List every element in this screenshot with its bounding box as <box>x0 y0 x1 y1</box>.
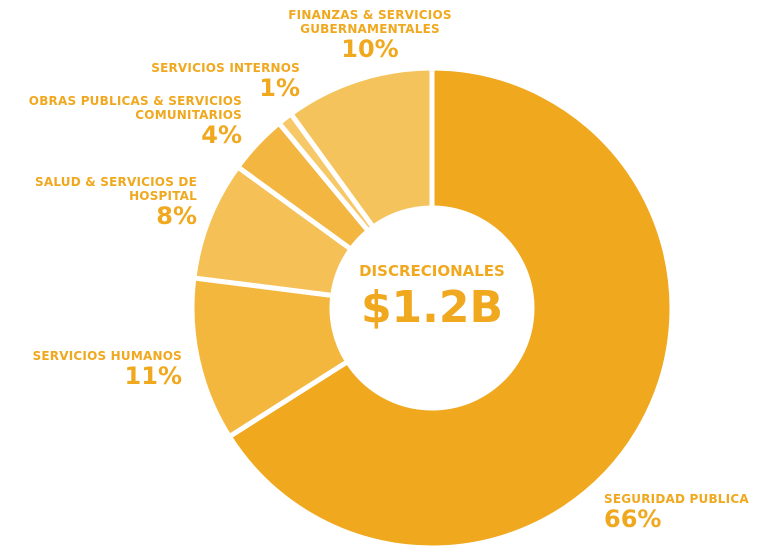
category-name: SERVICIOS INTERNOS <box>110 61 300 75</box>
center-title: DISCRECIONALES <box>332 262 532 280</box>
value-label: 8% <box>7 203 197 229</box>
category-name: SEGURIDAD PUBLICA <box>604 492 779 506</box>
page: DISCRECIONALES $1.2B (() => { const data… <box>0 0 782 549</box>
value-label: 66% <box>604 506 779 532</box>
value-label: 11% <box>2 363 182 389</box>
value-label: 1% <box>110 75 300 101</box>
center-value: $1.2B <box>332 282 532 333</box>
category-name: SERVICIOS HUMANOS <box>2 349 182 363</box>
value-label: 10% <box>270 36 470 62</box>
value-label: 4% <box>12 122 242 148</box>
category-name: SALUD & SERVICIOS DE HOSPITAL <box>7 175 197 203</box>
category-name: FINANZAS & SERVICIOS GUBERNAMENTALES <box>270 8 470 36</box>
